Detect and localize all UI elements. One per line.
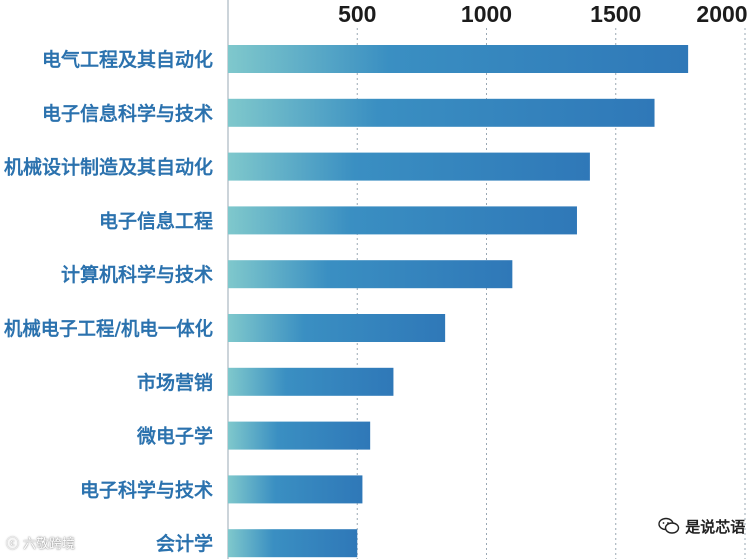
wechat-icon xyxy=(658,517,680,539)
watermark-left-text: 六敬跨境 xyxy=(23,537,76,552)
x-tick-label: 500 xyxy=(338,1,376,27)
category-label: 市场营销 xyxy=(137,371,213,394)
watermark-left: ⓒ 六敬跨境 xyxy=(6,533,75,552)
x-tick-label: 1000 xyxy=(461,1,512,27)
bar xyxy=(228,45,689,73)
category-label: 计算机科学与技术 xyxy=(61,263,213,286)
bar xyxy=(228,367,394,396)
category-label: 机械设计制造及其自动化 xyxy=(4,156,213,179)
bar xyxy=(228,260,513,289)
bar xyxy=(228,206,577,235)
bar xyxy=(228,152,590,181)
category-label: 会计学 xyxy=(156,532,213,555)
logo-icon: ⓒ xyxy=(6,537,20,552)
category-label: 电子信息工程 xyxy=(99,209,213,232)
x-axis-ticks: 500 1000 1500 2000 xyxy=(338,1,748,27)
bar xyxy=(228,314,446,342)
x-tick-label: 1500 xyxy=(590,1,641,27)
bar xyxy=(228,529,358,558)
category-label: 电气工程及其自动化 xyxy=(42,48,213,71)
bar xyxy=(228,475,363,504)
category-label: 电子信息科学与技术 xyxy=(42,102,213,125)
category-label: 机械电子工程/机电一体化 xyxy=(4,317,213,340)
category-labels: 电气工程及其自动化电子信息科学与技术机械设计制造及其自动化电子信息工程计算机科学… xyxy=(4,48,213,555)
watermark-right: 是说芯语 xyxy=(658,516,745,539)
bar xyxy=(228,98,655,127)
bar xyxy=(228,421,371,450)
category-label: 微电子学 xyxy=(136,425,213,448)
x-tick-label: 2000 xyxy=(696,1,747,27)
bars xyxy=(228,45,689,558)
category-label: 电子科学与技术 xyxy=(80,478,213,501)
watermark-right-text: 是说芯语 xyxy=(685,518,746,536)
